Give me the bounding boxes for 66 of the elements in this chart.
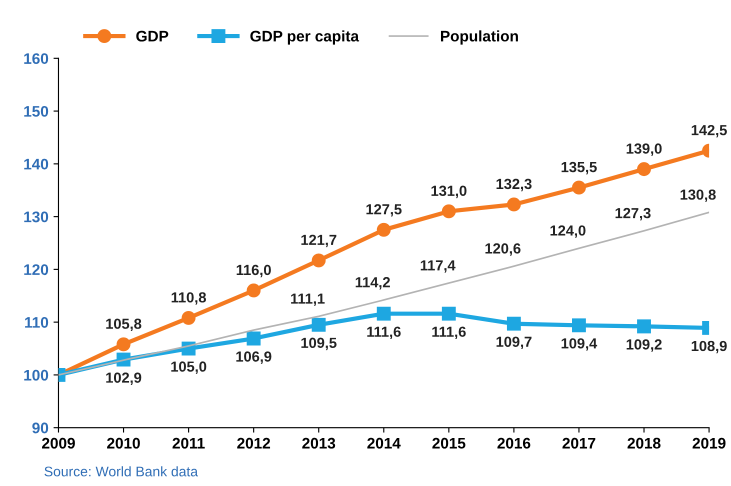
data-label: 105,8 <box>106 318 142 332</box>
point <box>442 204 456 218</box>
y-tick-label: 140 <box>24 158 48 170</box>
y-tick-label: 90 <box>32 422 48 434</box>
data-label: 130,8 <box>680 189 716 202</box>
legend-label: GDP per capita <box>250 30 360 45</box>
point <box>246 284 261 298</box>
x-tick-label: 2018 <box>628 438 661 449</box>
data-label: 124,0 <box>550 225 586 238</box>
x-tick-label: 2010 <box>107 438 140 449</box>
y-tick-label: 150 <box>24 106 48 117</box>
y-tick-label: 130 <box>24 211 48 222</box>
data-label: 120,6 <box>485 243 521 256</box>
point <box>182 310 196 325</box>
point <box>637 162 651 176</box>
x-tick-label: 2019 <box>692 438 726 449</box>
point <box>376 306 391 321</box>
data-label: 111,6 <box>432 326 466 340</box>
data-label: 105,0 <box>171 361 206 374</box>
point <box>376 222 391 237</box>
data-label: 109,5 <box>301 338 337 350</box>
data-label: 106,9 <box>236 351 272 364</box>
x-tick-label: 2011 <box>172 438 205 449</box>
source-note: Source: World Bank data <box>44 466 198 476</box>
data-label: 127,5 <box>366 204 402 217</box>
point <box>637 319 651 334</box>
data-label: 109,2 <box>626 339 662 352</box>
data-label: 117,4 <box>420 260 456 273</box>
data-label: 132,3 <box>496 178 532 192</box>
data-label: 135,5 <box>562 162 597 174</box>
data-label: 131,0 <box>432 186 466 198</box>
data-label: 110,8 <box>172 292 206 305</box>
point <box>572 180 586 195</box>
x-tick-label: 2014 <box>367 438 401 449</box>
point <box>506 198 521 212</box>
y-tick-label: 160 <box>24 53 48 64</box>
x-tick-label: 2016 <box>497 438 530 449</box>
data-label: 116,0 <box>236 264 271 278</box>
x-tick-label: 2013 <box>302 438 336 449</box>
data-label: 139,0 <box>626 143 662 156</box>
point <box>246 332 261 346</box>
x-tick-label: 2012 <box>237 438 270 449</box>
x-tick-label: 2017 <box>562 438 596 449</box>
data-label: 142,5 <box>692 124 727 138</box>
y-tick-label: 110 <box>25 317 48 328</box>
point <box>572 318 586 332</box>
data-label: 102,9 <box>106 372 142 385</box>
legend-label: Population <box>440 30 518 45</box>
point <box>442 306 456 321</box>
point <box>116 337 130 352</box>
data-label: 111,6 <box>367 326 401 340</box>
data-label: 109,7 <box>496 336 532 350</box>
x-tick-label: 2015 <box>432 438 466 449</box>
data-label: 121,7 <box>301 234 336 248</box>
data-label: 127,3 <box>616 208 651 220</box>
legend-label: GDP <box>136 30 168 42</box>
x-tick-label: 2009 <box>42 438 75 449</box>
point <box>312 253 326 268</box>
y-tick-label: 120 <box>24 264 48 276</box>
point <box>506 316 521 331</box>
data-label: 114,2 <box>356 277 390 290</box>
data-label: 108,9 <box>692 340 727 354</box>
data-label: 111,1 <box>291 294 325 306</box>
point <box>312 318 326 332</box>
data-label: 109,4 <box>562 338 598 351</box>
y-tick-label: 100 <box>24 370 48 381</box>
